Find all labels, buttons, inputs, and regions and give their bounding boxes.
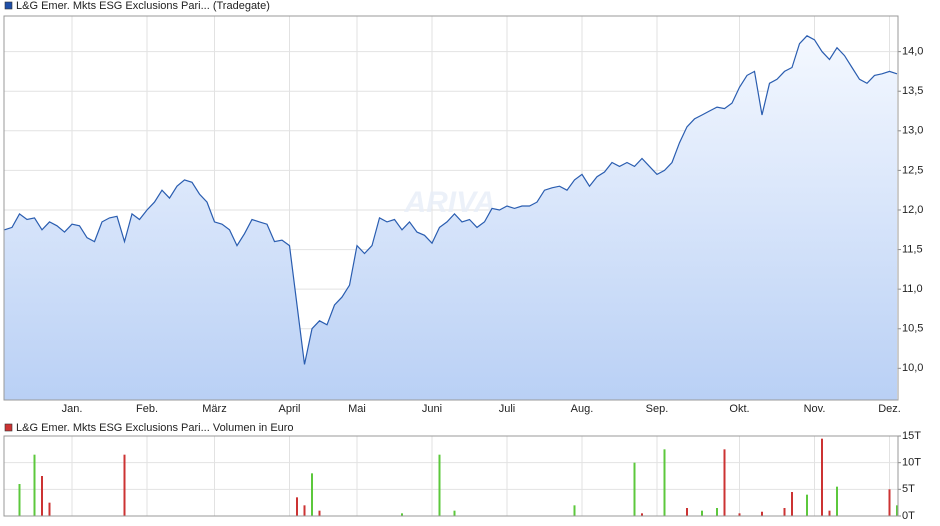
x-tick-label: April xyxy=(278,403,300,415)
y-tick-label: 10T xyxy=(902,457,921,469)
x-tick-label: Okt. xyxy=(729,403,749,415)
volume-bar xyxy=(318,510,321,516)
price-line xyxy=(4,35,898,365)
volume-bar xyxy=(633,462,636,516)
volume-bar xyxy=(401,513,403,516)
volume-bar xyxy=(438,454,441,516)
y-tick-label: 10,5 xyxy=(902,323,923,335)
x-tick-label: Dez. xyxy=(878,403,901,415)
x-tick-label: Nov. xyxy=(804,403,826,415)
volume-bar xyxy=(686,508,688,516)
panel-title: L&G Emer. Mkts ESG Exclusions Pari... Vo… xyxy=(16,422,294,434)
volume-bar xyxy=(821,438,823,516)
volume-bar xyxy=(33,454,36,516)
volume-bar xyxy=(296,497,298,516)
y-tick-label: 5T xyxy=(902,483,915,495)
plot-frame xyxy=(3,15,899,401)
volume-bar xyxy=(738,513,741,516)
x-tick-label: Juni xyxy=(422,403,442,415)
x-tick-label: März xyxy=(202,403,226,415)
volume-bar xyxy=(761,511,763,516)
y-tick-label: 13,5 xyxy=(902,85,923,97)
volume-bar xyxy=(123,454,126,516)
y-tick-label: 13,0 xyxy=(902,125,923,137)
x-tick-label: Aug. xyxy=(571,403,594,415)
panel-title: L&G Emer. Mkts ESG Exclusions Pari... (T… xyxy=(16,0,270,12)
volume-bar xyxy=(896,505,898,516)
y-tick-label: 15T xyxy=(902,430,921,442)
plot-frame xyxy=(3,435,899,517)
volume-bar xyxy=(453,510,456,516)
volume-bar xyxy=(641,513,643,516)
volume-bar xyxy=(18,484,21,516)
volume-bar xyxy=(716,508,718,516)
x-tick-label: Sep. xyxy=(646,403,669,415)
volume-bar xyxy=(311,473,313,516)
volume-bar xyxy=(48,502,51,516)
volume-bar xyxy=(888,489,891,516)
y-tick-label: 10,0 xyxy=(902,362,923,374)
volume-bar xyxy=(41,476,43,516)
volume-bar xyxy=(663,449,666,516)
x-tick-label: Juli xyxy=(499,403,516,415)
y-tick-label: 11,0 xyxy=(902,283,923,295)
x-tick-label: Feb. xyxy=(136,403,158,415)
y-tick-label: 12,0 xyxy=(902,204,923,216)
y-tick-label: 12,5 xyxy=(902,164,923,176)
plot-background xyxy=(4,436,898,516)
volume-bar xyxy=(573,505,576,516)
volume-bar xyxy=(783,508,786,516)
y-tick-label: 11,5 xyxy=(902,243,923,255)
volume-bar xyxy=(303,505,306,516)
watermark: ARIVA xyxy=(403,186,495,219)
x-tick-label: Mai xyxy=(348,403,366,415)
volume-bar xyxy=(723,449,726,516)
volume-bar xyxy=(836,486,838,516)
volume-bar xyxy=(701,510,703,516)
legend-swatch xyxy=(4,423,13,432)
volume-bar xyxy=(806,494,808,516)
y-tick-label: 0T xyxy=(902,510,915,522)
y-tick-label: 14,0 xyxy=(902,46,923,58)
volume-bar xyxy=(791,492,793,516)
x-tick-label: Jan. xyxy=(62,403,83,415)
legend-swatch xyxy=(4,1,13,10)
volume-bar xyxy=(828,510,831,516)
